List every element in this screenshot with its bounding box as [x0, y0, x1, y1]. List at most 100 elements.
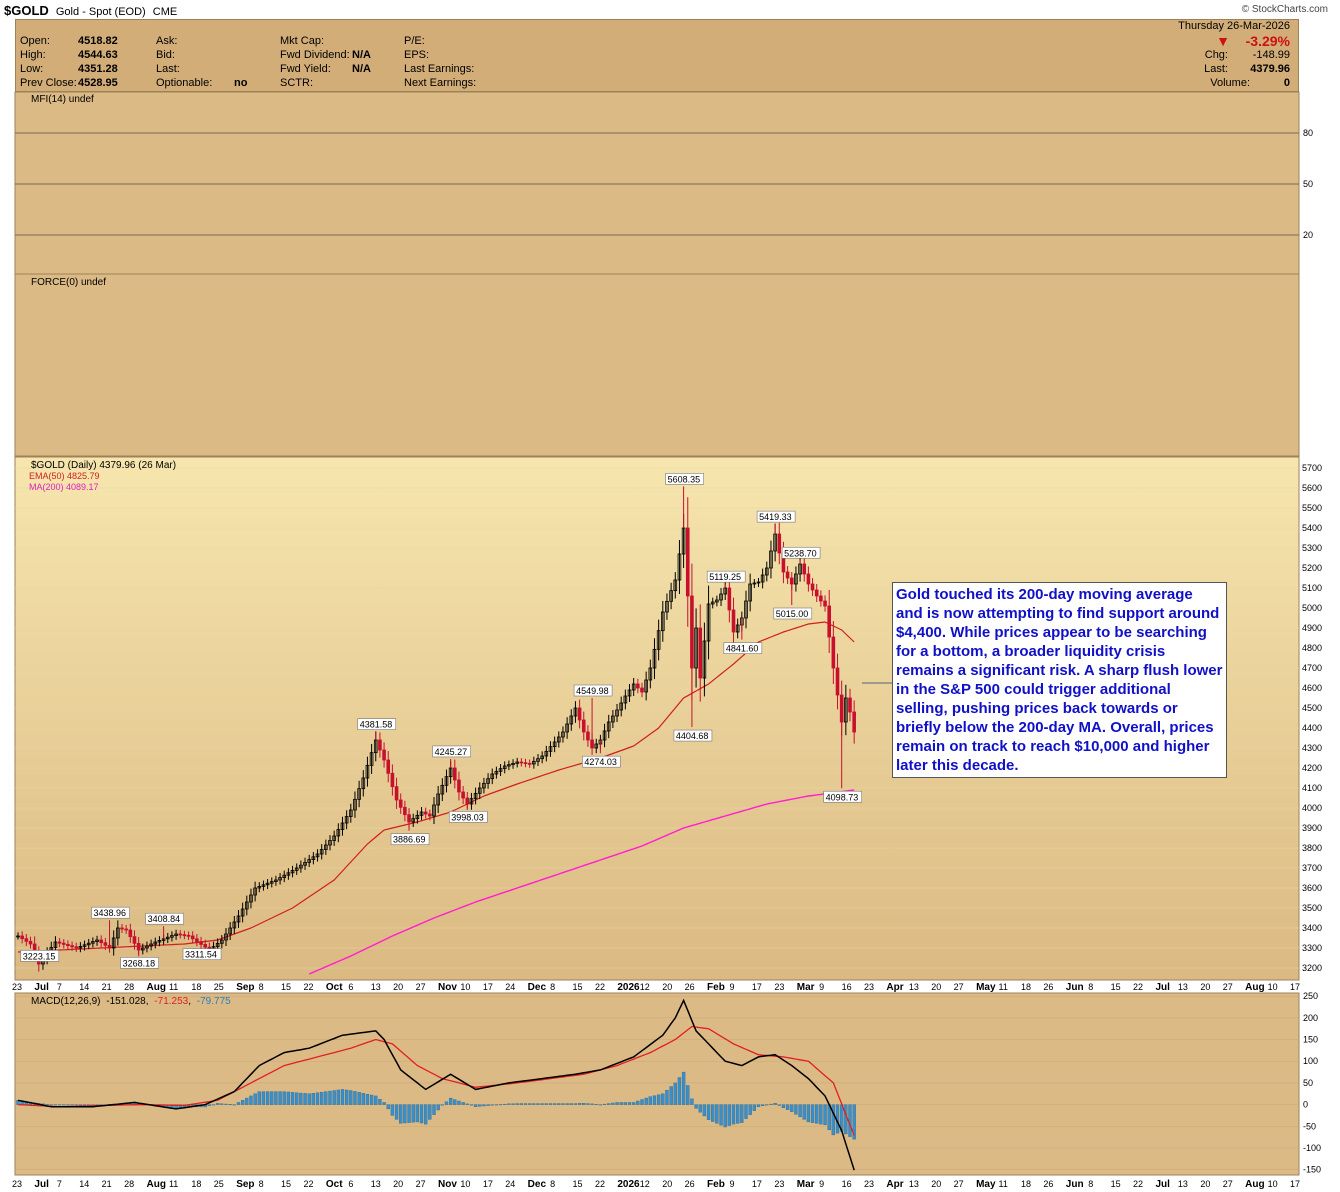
candle-body	[415, 814, 420, 820]
macd-hist-bar	[719, 1104, 723, 1126]
high-label: High:	[20, 49, 46, 61]
x-tick-label: 15	[281, 1179, 291, 1189]
x-tick-label: 20	[393, 982, 403, 992]
x-tick-label: 22	[1133, 1179, 1143, 1189]
candle-body	[490, 773, 495, 780]
price-label: 5608.35	[668, 474, 701, 484]
price-label-box	[20, 950, 60, 962]
x-tick-label: 18	[191, 1179, 201, 1189]
candle-body	[61, 942, 66, 945]
down-arrow-icon: ▼	[1216, 33, 1230, 49]
price-tick-label: 4900	[1302, 623, 1322, 633]
x-tick-label: Nov	[438, 1179, 457, 1190]
x-tick-label: 12	[640, 1179, 650, 1189]
candle-body	[174, 933, 178, 937]
macd-hist-bar	[507, 1103, 511, 1105]
x-tick-label: 14	[79, 1179, 89, 1189]
candle-body	[244, 901, 249, 910]
candle-body	[482, 782, 486, 789]
macd-hist-bar	[428, 1104, 432, 1120]
macd-tick-label: 50	[1303, 1078, 1313, 1088]
x-tick-label: 22	[1133, 982, 1143, 992]
candle-body	[844, 697, 848, 723]
macd-hist-bar	[623, 1102, 628, 1105]
macd-hist-bar	[586, 1103, 590, 1105]
candle-body	[111, 937, 116, 949]
candle-body	[706, 603, 711, 642]
macd-tick-label: -150	[1303, 1165, 1321, 1175]
x-tick-label: 27	[416, 1179, 426, 1189]
candle-body	[727, 587, 732, 611]
x-tick-label: 27	[954, 982, 964, 992]
price-label: 3408.84	[148, 914, 181, 924]
macd-hist-bar	[819, 1104, 823, 1125]
macd-tick-label: 200	[1303, 1013, 1318, 1023]
x-tick-label: Jun	[1066, 1179, 1084, 1190]
macd-hist-bar	[74, 1104, 78, 1106]
price-label: 4841.60	[726, 644, 759, 654]
last-label: Last:	[1204, 63, 1228, 75]
symbol: $GOLD	[4, 3, 49, 18]
candle-body	[581, 719, 586, 733]
macd-hist-bar	[661, 1093, 665, 1105]
macd-hist-bar	[577, 1103, 582, 1105]
x-tick-label: 18	[191, 982, 201, 992]
macd-hist-bar	[315, 1092, 320, 1105]
x-tick-label: 20	[1200, 1179, 1210, 1189]
price-label: 5419.33	[759, 512, 792, 522]
candle-body	[827, 605, 831, 638]
candle-body	[710, 601, 715, 605]
x-tick-label: 17	[752, 1179, 762, 1189]
x-tick-label: 23	[864, 1179, 874, 1189]
macd-hist-bar	[49, 1104, 53, 1106]
x-tick-label: Dec	[528, 982, 547, 993]
candle-body	[606, 721, 611, 732]
x-tick-label: Jul	[34, 982, 49, 993]
candle-body	[199, 941, 203, 945]
candle-body	[124, 928, 128, 931]
price-label-box	[390, 833, 430, 845]
macd-hist-bar	[270, 1091, 274, 1105]
candle-body	[494, 770, 499, 775]
macd-hist-bar	[440, 1104, 444, 1106]
candle-body	[165, 936, 170, 940]
macd-hist-bar	[598, 1104, 603, 1106]
ema50-line	[17, 621, 855, 953]
candle-body	[394, 786, 399, 801]
macd-hist-bar	[265, 1091, 270, 1105]
macd-hist-bar	[806, 1104, 811, 1123]
candle-body	[440, 784, 445, 795]
macd-hist-bar	[777, 1104, 781, 1106]
macd-hist-bar	[66, 1104, 70, 1106]
macd-hist-bar	[403, 1104, 407, 1124]
optionable-label: Optionable:	[156, 77, 213, 89]
x-tick-label: 10	[1268, 982, 1278, 992]
macd-hist-bar	[349, 1090, 353, 1105]
macd-hist-bar	[844, 1104, 848, 1135]
price-tick-label: 4000	[1302, 803, 1322, 813]
macd-hist-bar	[82, 1104, 87, 1106]
candle-body	[57, 941, 62, 944]
macd-hist-bar	[365, 1093, 370, 1105]
price-tick-label: 3400	[1302, 923, 1322, 933]
candle-body	[848, 697, 852, 713]
macd-hist-bar	[673, 1082, 677, 1105]
macd-hist-bar	[640, 1099, 644, 1105]
candle-body	[315, 853, 320, 858]
macd-hist-bar	[70, 1104, 74, 1106]
ema-legend: EMA(50) 4825.79	[29, 471, 100, 481]
candle-body	[195, 938, 199, 942]
next-earnings-label: Next Earnings:	[404, 77, 477, 89]
macd-hist-bar	[282, 1091, 286, 1105]
price-label: 4098.73	[826, 792, 859, 802]
macd-hist-value: -79.775	[197, 996, 231, 1007]
x-tick-label: 7	[57, 982, 62, 992]
x-tick-label: Sep	[236, 982, 254, 993]
candle-body	[561, 731, 565, 738]
x-tick-label: 23	[12, 1179, 22, 1189]
candle-body	[731, 609, 736, 633]
macd-tick-label: 0	[1303, 1100, 1308, 1110]
x-tick-label: Oct	[326, 982, 343, 993]
price-label: 5015.00	[776, 609, 809, 619]
low-value: 4351.28	[78, 63, 118, 75]
